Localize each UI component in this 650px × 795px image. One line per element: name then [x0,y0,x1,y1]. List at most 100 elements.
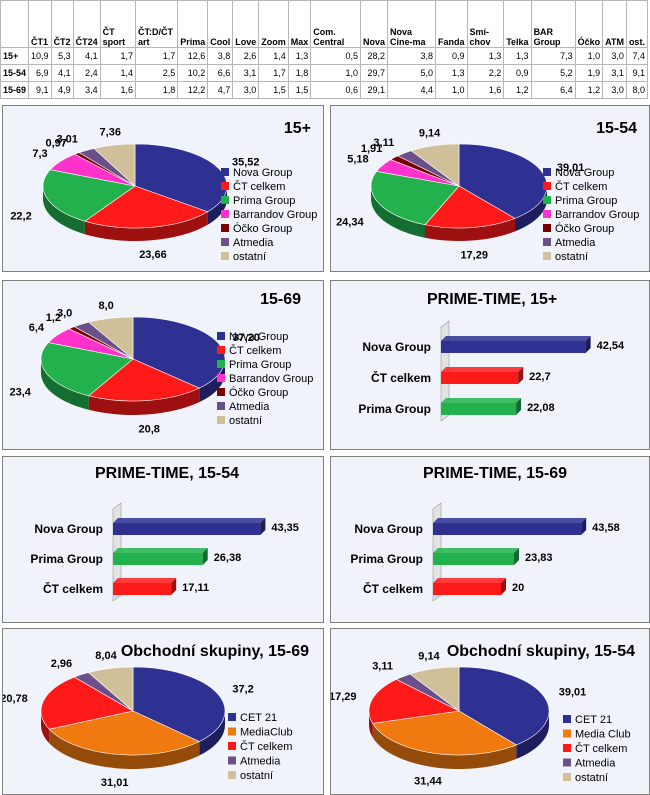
column-header: Telka [503,0,532,48]
pie-slice-side [371,186,426,238]
bar-value-label: 23,83 [525,552,553,564]
legend-entry: Barrandov Group [233,209,317,221]
legend-swatch [543,210,551,218]
table-cell: 1,7 [135,47,179,65]
bar-top [433,518,587,523]
pie-panel-15-54: 15-54 39,01 17,29 24,34 5,18 1,91 3,11 9,14 Nov… [330,105,650,272]
pie-chart-15plus: 35,52 23,66 22,2 7,30,973,01 7,36 Nova GroupČ… [10,126,317,263]
legend-entry: Prima Group [229,359,291,371]
table-cell: 1,6 [99,81,137,99]
pie-slice [372,710,517,756]
table-cell: 0,9 [503,64,532,82]
table-cell: 1,0 [310,64,361,82]
table-cell: 10,2 [177,64,209,82]
table-cell: 9,1 [28,81,52,99]
bar-top [113,518,266,523]
table-cell: 4,1 [50,64,74,82]
column-header: Nova [359,0,388,48]
legend-swatch [217,416,225,424]
category-label: Nova Group [354,522,423,536]
table-cell: 4,7 [207,81,234,99]
pie-value-label: 35,52 [232,156,260,168]
legend-swatch [543,224,551,232]
share-table: ČT1 ČT2 ČT24 ČT sport ČT:D/ČT art Prima Cool Lo… [0,0,649,99]
bar-chart-prime-15-69: Nova Group 43,58 Prima Group 23,83 ČT celkem… [350,502,620,602]
chart-title: Obchodní skupiny, 15-54 [446,643,635,660]
pie-value-label: 5,18 [347,153,368,165]
legend-swatch [217,402,225,410]
column-header: BAR Group [530,0,576,48]
bar-side [260,518,266,535]
pie-value-label: 39,01 [559,686,587,698]
table-cell: 7,4 [625,47,649,65]
legend-swatch [221,182,229,190]
legend-entry: Atmedia [233,237,274,249]
pie-value-label: 31,44 [414,775,442,787]
table-cell: 6,9 [28,64,52,82]
bar-value-label: 22,08 [527,402,555,414]
row-label: 15-54 [0,64,30,82]
table-cell: 1,7 [99,47,137,65]
bar-side [514,548,520,565]
legend-entry: ostatní [555,251,588,263]
table-cell: 4,1 [72,47,101,65]
bar [433,583,501,595]
column-header: Smí-chov [466,0,505,48]
pie-value-label: 31,01 [101,777,129,789]
pie-panel-groups-15-69: Obchodní skupiny, 15-69 37,2 31,01 20,78 2,… [2,628,324,795]
legend-swatch [563,715,571,723]
bar-value-label: 43,35 [271,522,299,534]
legend-swatch [217,346,225,354]
column-header: Love [232,0,260,48]
pie-slice-side [84,211,208,242]
column-header: ČT1 [28,0,52,48]
table-header-row: ČT1 ČT2 ČT24 ČT sport ČT:D/ČT art Prima Cool Lo… [0,0,649,48]
legend-swatch [563,758,571,767]
pie-value-label: 7,3 [32,148,47,160]
legend-entry: ostatní [240,770,273,782]
table-cell: 1,8 [135,81,179,99]
bar-side [518,367,524,384]
table-cell: 4,9 [50,81,74,99]
pie-slice-side [207,186,227,225]
legend-swatch [228,771,236,779]
pie-slice [87,666,134,712]
chart-title: 15+ [283,120,311,137]
bar-value-label: 43,58 [592,522,620,534]
table-cell: 0,9 [435,47,468,65]
pie-value-label: 37,2 [232,683,253,695]
pie-slice-side [41,359,89,410]
column-header: Fanda [435,0,468,48]
column-header: Zoom [258,0,289,48]
table-cell: 5,0 [386,64,437,82]
pie-slice [370,171,460,226]
pie-value-label: 7,36 [100,126,121,138]
legend-swatch [221,210,229,218]
pie-value-label: 8,04 [95,650,117,662]
pie-panel-15plus: 15+ 35,52 23,66 22,2 7,3 0,97 3,01 7,36 Nova Gr… [2,105,324,272]
pie-value-label: 20,78 [3,693,28,705]
table-cell: 12,2 [177,81,209,99]
pie-slice-side [372,723,517,769]
pie-value-label: 39,01 [557,162,585,174]
legend-entry: Barrandov Group [555,209,639,221]
pie-value-label: 0,97 [46,138,67,150]
table-cell: 1,3 [503,47,532,65]
column-header: Com. Central [310,0,361,48]
legend-swatch [563,729,571,738]
bar-panel-prime-15-69: PRIME-TIME, 15-69 Nova Group 43,58 Prima G… [330,456,650,623]
legend-entry: ostatní [233,251,266,263]
pie-value-label: 1,2 [46,312,61,324]
bar [441,341,586,353]
category-label: ČT celkem [371,370,431,385]
pie-value-label: 22,2 [10,210,31,222]
bar-top [113,548,208,553]
table-cell: 3,8 [207,47,234,65]
table-cell: 3,0 [602,47,627,65]
column-header: Nova Cine-ma [386,0,437,48]
column-header: ČT:D/ČT art [135,0,179,48]
chart-title: 15-69 [260,291,301,308]
table-row: 15+ 10,9 5,3 4,1 1,7 1,7 12,6 3,8 2,6 1,4 1,3 0,5 28… [0,47,649,65]
legend-swatch [221,238,229,246]
